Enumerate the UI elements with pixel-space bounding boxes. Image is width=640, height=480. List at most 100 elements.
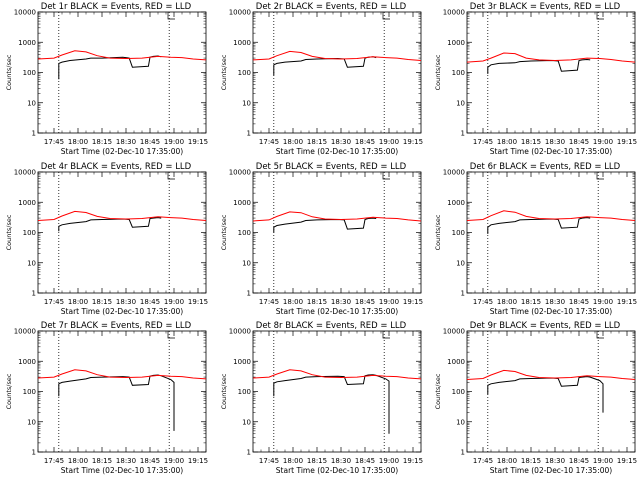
panel-title: Det 2r BLACK = Events, RED = LLD (256, 2, 407, 12)
events-series-line (273, 374, 390, 434)
lld-series-line (37, 50, 207, 61)
y-axis-label: Counts/sec (5, 54, 13, 90)
x-tick-label: 18:00 (497, 298, 517, 306)
plot-frame (466, 330, 636, 453)
y-tick-label: 100 (23, 388, 36, 396)
x-tick-label: 18:00 (68, 298, 88, 306)
y-tick-label: 100 (452, 229, 465, 237)
x-axis-label: Start Time (02-Dec-10 17:35:00) (490, 466, 612, 475)
x-tick-label: 19:15 (403, 457, 423, 465)
events-series-line (487, 217, 591, 234)
plot-frame (252, 330, 422, 453)
events-series-line (58, 55, 162, 80)
y-tick-label: 100 (23, 69, 36, 77)
x-tick-label: 18:15 (307, 457, 327, 465)
y-tick-label: 100 (452, 69, 465, 77)
y-axis-label: Counts/sec (434, 214, 442, 250)
y-axis-label: Counts/sec (5, 373, 13, 409)
y-tick-label: 10000 (443, 169, 465, 177)
y-tick-label: 1 (461, 130, 465, 138)
events-series-line (273, 217, 377, 233)
y-tick-label: 1 (461, 290, 465, 298)
x-tick-label: 19:15 (403, 298, 423, 306)
lld-series-line (37, 369, 207, 380)
attenuator-marker (382, 172, 390, 180)
events-series-line (487, 58, 591, 74)
attenuator-marker (382, 12, 390, 20)
y-tick-label: 1000 (447, 39, 465, 47)
x-axis-label: Start Time (02-Dec-10 17:35:00) (490, 307, 612, 316)
y-axis-label: Counts/sec (434, 373, 442, 409)
panel-title: Det 1r BLACK = Events, RED = LLD (41, 2, 192, 12)
x-tick-label: 18:15 (307, 298, 327, 306)
y-tick-label: 10 (27, 418, 36, 426)
y-tick-label: 10000 (443, 9, 465, 17)
lld-series-line (466, 52, 636, 63)
x-tick-label: 19:00 (379, 457, 399, 465)
x-tick-label: 19:15 (188, 457, 208, 465)
panel-title: Det 3r BLACK = Events, RED = LLD (470, 2, 621, 12)
x-tick-label: 18:30 (116, 457, 136, 465)
y-tick-label: 10 (456, 99, 465, 107)
panel-title: Det 6r BLACK = Events, RED = LLD (470, 162, 621, 172)
x-tick-label: 18:45 (569, 138, 589, 146)
events-series-line (58, 217, 162, 232)
y-tick-label: 100 (452, 388, 465, 396)
x-tick-label: 17:45 (259, 298, 279, 306)
x-tick-label: 18:45 (355, 457, 375, 465)
x-tick-label: 18:15 (92, 457, 112, 465)
y-axis-label: Counts/sec (434, 54, 442, 90)
x-tick-label: 17:45 (259, 138, 279, 146)
x-tick-label: 18:45 (140, 457, 160, 465)
x-tick-label: 17:45 (473, 298, 493, 306)
lld-series-line (252, 369, 422, 380)
x-tick-label: 18:15 (521, 138, 541, 146)
y-tick-label: 10000 (229, 169, 251, 177)
panel-det-6: Det 6r BLACK = Events, RED = LLD 1 10 100 10… (434, 162, 637, 316)
y-tick-label: 10 (27, 259, 36, 267)
x-axis-label: Start Time (02-Dec-10 17:35:00) (276, 466, 398, 475)
x-tick-label: 19:15 (617, 138, 637, 146)
attenuator-marker (167, 172, 175, 180)
x-tick-label: 18:15 (92, 138, 112, 146)
y-tick-label: 100 (23, 229, 36, 237)
x-tick-label: 18:00 (283, 138, 303, 146)
lld-series-line (466, 210, 636, 221)
y-tick-label: 1 (461, 449, 465, 457)
x-tick-label: 18:00 (497, 457, 517, 465)
plot-frame (252, 171, 422, 294)
panel-title: Det 5r BLACK = Events, RED = LLD (256, 162, 407, 172)
y-axis-label: Counts/sec (220, 54, 228, 90)
y-tick-label: 10000 (14, 169, 36, 177)
events-series-line (273, 56, 377, 76)
x-tick-label: 19:00 (164, 298, 184, 306)
plot-frame (37, 11, 207, 134)
x-tick-label: 18:30 (331, 138, 351, 146)
y-axis-label: Counts/sec (220, 214, 228, 250)
panel-title: Det 7r BLACK = Events, RED = LLD (41, 321, 192, 331)
y-tick-label: 1 (32, 290, 36, 298)
x-tick-label: 18:00 (68, 138, 88, 146)
x-tick-label: 19:15 (188, 138, 208, 146)
x-tick-label: 18:30 (331, 457, 351, 465)
x-tick-label: 17:45 (473, 138, 493, 146)
y-tick-label: 10 (456, 259, 465, 267)
panel-det-8: Det 8r BLACK = Events, RED = LLD 1 10 100 10… (220, 321, 423, 475)
y-tick-label: 1 (32, 130, 36, 138)
x-tick-label: 18:15 (92, 298, 112, 306)
panel-title: Det 8r BLACK = Events, RED = LLD (256, 321, 407, 331)
x-axis-label: Start Time (02-Dec-10 17:35:00) (276, 307, 398, 316)
panel-det-9: Det 9r BLACK = Events, RED = LLD 1 10 100 10… (434, 321, 637, 475)
x-tick-label: 18:30 (545, 138, 565, 146)
y-tick-label: 1000 (233, 39, 251, 47)
x-tick-label: 18:00 (283, 298, 303, 306)
x-tick-label: 17:45 (473, 457, 493, 465)
x-tick-label: 18:30 (331, 298, 351, 306)
x-tick-label: 18:15 (521, 298, 541, 306)
panel-det-7: Det 7r BLACK = Events, RED = LLD 1 10 100 10… (5, 321, 208, 475)
panel-det-5: Det 5r BLACK = Events, RED = LLD 1 10 100 10… (220, 162, 423, 316)
x-tick-label: 19:00 (379, 298, 399, 306)
y-tick-label: 1 (247, 449, 251, 457)
x-tick-label: 17:45 (44, 298, 64, 306)
y-tick-label: 100 (238, 69, 251, 77)
